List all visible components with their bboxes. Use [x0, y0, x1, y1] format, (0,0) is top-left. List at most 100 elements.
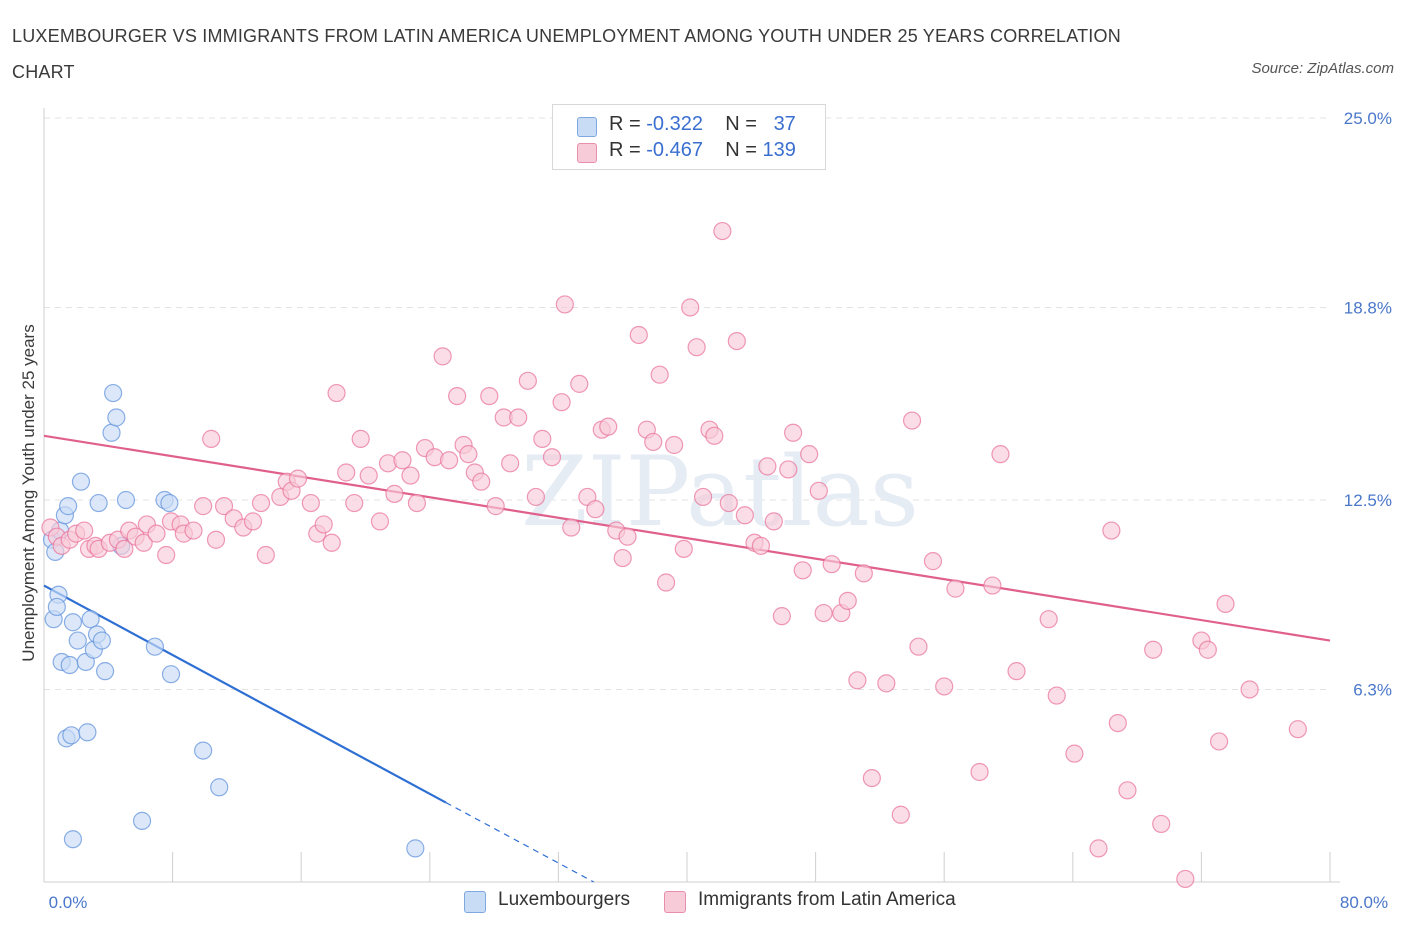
trend-line-luxembourgers-extension: [445, 802, 595, 883]
point-luxembourgers: [63, 613, 83, 632]
point-latin-america: [562, 518, 581, 537]
point-latin-america: [902, 411, 922, 430]
point-latin-america: [838, 591, 857, 610]
point-latin-america: [629, 325, 648, 345]
bottom-legend-label-luxembourgers: Luxembourgers: [498, 889, 631, 910]
legend-r-label: R =: [609, 139, 641, 161]
point-latin-america: [1065, 744, 1084, 763]
point-latin-america: [194, 497, 213, 516]
point-latin-america: [1047, 686, 1066, 705]
bottom-legend-swatch-latin-america: [664, 891, 686, 913]
point-latin-america: [674, 539, 693, 558]
point-latin-america: [681, 298, 700, 317]
point-latin-america: [800, 445, 819, 464]
point-luxembourgers: [68, 631, 87, 650]
point-latin-america: [518, 371, 537, 390]
point-luxembourgers: [47, 597, 66, 617]
point-latin-america: [983, 576, 1002, 595]
point-latin-america: [991, 445, 1010, 464]
point-latin-america: [848, 671, 867, 690]
point-latin-america: [314, 515, 333, 534]
point-latin-america: [542, 448, 562, 467]
point-luxembourgers: [194, 741, 213, 760]
point-latin-america: [657, 573, 676, 592]
point-latin-america: [862, 768, 881, 788]
point-latin-america: [570, 374, 589, 393]
point-luxembourgers: [89, 493, 108, 513]
legend-r-value: -0.322: [646, 113, 703, 135]
point-latin-america: [665, 435, 684, 455]
point-latin-america: [1144, 640, 1163, 659]
point-latin-america: [359, 466, 378, 485]
point-latin-america: [288, 469, 308, 488]
y-axis-title: Unemployment Among Youth under 25 years: [19, 324, 38, 661]
point-latin-america: [909, 637, 928, 656]
x-tick-label: 0.0%: [49, 893, 88, 912]
point-luxembourgers: [104, 383, 123, 403]
bottom-legend-swatch-luxembourgers: [464, 891, 486, 913]
point-latin-america: [184, 521, 203, 540]
point-latin-america: [713, 221, 732, 241]
legend-n-value: 139: [762, 139, 796, 161]
point-latin-america: [393, 451, 412, 470]
point-luxembourgers: [210, 778, 229, 797]
stats-legend: R = -0.322 N = 37 R = -0.467 N = 139: [552, 104, 826, 170]
point-luxembourgers: [59, 497, 78, 516]
point-luxembourgers: [102, 423, 121, 442]
point-latin-america: [1152, 814, 1171, 834]
legend-swatch-luxembourgers: [577, 117, 597, 137]
point-latin-america: [75, 521, 94, 540]
legend-r-label: R =: [609, 113, 641, 135]
point-latin-america: [115, 539, 134, 558]
point-latin-america: [1039, 610, 1058, 629]
trend-line-latin-america: [43, 434, 1331, 642]
point-latin-america: [555, 295, 574, 314]
y-tick-label: 18.8%: [1344, 298, 1392, 317]
point-luxembourgers: [107, 408, 126, 427]
point-latin-america: [705, 426, 724, 445]
chart-title: LUXEMBOURGER VS IMMIGRANTS FROM LATIN AM…: [12, 26, 1121, 82]
x-tick-label: 80.0%: [1340, 893, 1388, 912]
point-latin-america: [693, 487, 713, 507]
point-latin-america: [1209, 732, 1229, 751]
point-latin-america: [809, 481, 828, 500]
point-latin-america: [439, 451, 459, 470]
point-latin-america: [1176, 869, 1195, 889]
point-latin-america: [644, 432, 663, 452]
point-latin-america: [206, 530, 226, 549]
point-latin-america: [407, 493, 427, 513]
point-latin-america: [758, 457, 777, 476]
point-latin-america: [327, 383, 346, 403]
axes: [43, 108, 1340, 883]
point-latin-america: [719, 493, 738, 513]
point-latin-america: [923, 552, 943, 571]
legend-r-value: -0.467: [646, 139, 703, 161]
point-latin-america: [1216, 594, 1235, 614]
point-latin-america: [256, 545, 275, 565]
point-latin-america: [214, 497, 234, 516]
point-luxembourgers: [92, 631, 111, 650]
point-latin-america: [613, 548, 632, 568]
point-latin-america: [526, 487, 545, 507]
point-latin-america: [345, 493, 364, 513]
legend-swatch-latin-america: [577, 143, 597, 163]
point-latin-america: [854, 564, 873, 583]
bottom-legend-label-latin-america: Immigrants from Latin America: [698, 889, 956, 910]
point-latin-america: [764, 512, 783, 531]
point-latin-america: [337, 463, 356, 482]
point-luxembourgers: [116, 490, 136, 510]
point-latin-america: [370, 512, 390, 531]
point-luxembourgers: [71, 472, 91, 491]
point-latin-america: [134, 533, 153, 552]
point-luxembourgers: [145, 637, 165, 656]
point-latin-america: [486, 497, 505, 516]
point-latin-america: [202, 429, 221, 448]
point-latin-america: [301, 493, 320, 513]
point-latin-america: [1288, 720, 1307, 739]
point-latin-america: [1118, 781, 1137, 800]
point-latin-america: [946, 579, 965, 598]
point-latin-america: [480, 386, 499, 406]
point-latin-america: [793, 561, 812, 580]
point-latin-america: [322, 533, 341, 552]
